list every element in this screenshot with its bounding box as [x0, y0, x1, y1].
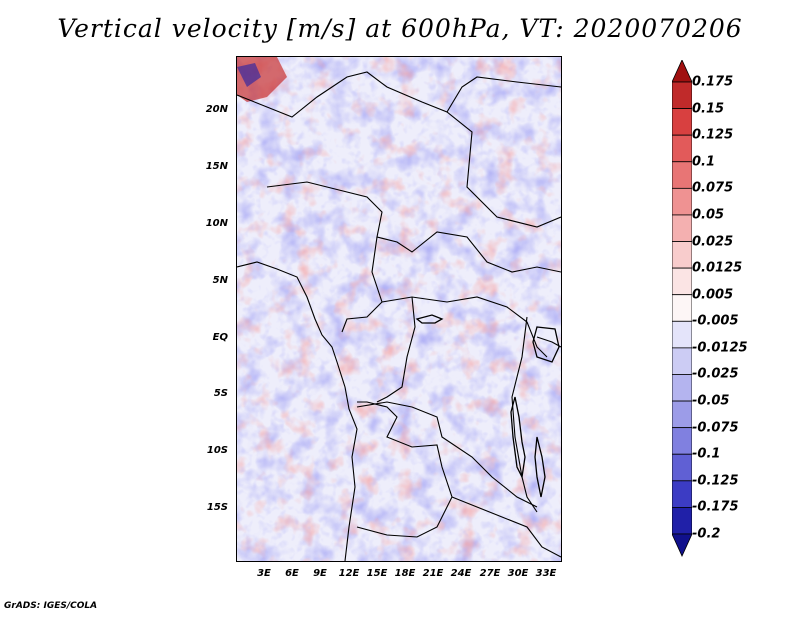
lon-label-18e: 18E — [394, 568, 416, 579]
colorbar-segment — [672, 374, 692, 402]
angola-border — [356, 401, 453, 538]
lat-label-eq: EQ — [212, 332, 228, 343]
lake-tanganyika — [510, 396, 526, 480]
colorbar-segment — [672, 427, 692, 455]
colorbar-tick-label: -0.025 — [692, 366, 739, 382]
colorbar-segment — [672, 294, 692, 322]
lat-label-5s: 5S — [213, 388, 228, 399]
colorbar-tick-label: 0.1 — [692, 154, 716, 170]
libya-sudan-border — [446, 76, 561, 113]
colorbar-top-triangle — [672, 60, 692, 83]
colorbar-tick-label: 0.025 — [692, 234, 734, 250]
colorbar-tick-label: -0.0125 — [692, 340, 748, 356]
colorbar-bottom-triangle — [672, 533, 692, 557]
colorbar-tick-label: -0.005 — [692, 313, 739, 329]
drc-south-border — [356, 401, 538, 508]
country-borders — [237, 71, 561, 561]
strong-descent-area — [237, 63, 261, 87]
colorbar-tick-label: 0.15 — [692, 101, 725, 117]
lon-label-21e: 21E — [422, 568, 444, 579]
colorbar-segment — [672, 187, 692, 216]
colorbar-tick-label: -0.2 — [692, 526, 721, 542]
colorbar — [672, 60, 692, 557]
lon-label-3e: 3E — [257, 568, 271, 579]
colorbar-segment — [672, 241, 692, 269]
zambia-border — [451, 496, 561, 558]
congo-border — [376, 296, 416, 403]
vertical-velocity-map — [236, 56, 562, 562]
lon-label-9e: 9E — [313, 568, 327, 579]
lat-label-20n: 20N — [205, 104, 228, 115]
lakes — [415, 314, 560, 498]
lake-malawi — [534, 436, 546, 498]
colorbar-tick-label: 0.175 — [692, 74, 734, 90]
lon-label-15e: 15E — [366, 568, 388, 579]
lon-label-30e: 30E — [507, 568, 529, 579]
colorbar-segment — [672, 453, 692, 482]
lon-label-33e: 33E — [535, 568, 557, 579]
cameroon-border — [341, 236, 383, 333]
lat-label-5n: 5N — [212, 275, 228, 286]
lat-label-10s: 10S — [206, 445, 228, 456]
map-field-svg — [237, 57, 561, 561]
colorbar-segment — [672, 320, 692, 349]
colorbar-tick-label: -0.075 — [692, 420, 739, 436]
lon-label-6e: 6E — [285, 568, 299, 579]
colorbar-tick-label: -0.125 — [692, 473, 739, 489]
lat-label-15n: 15N — [205, 161, 228, 172]
lat-label-15s: 15S — [206, 502, 228, 513]
sahel-border — [237, 71, 561, 228]
lake-small — [415, 314, 444, 324]
rift-border — [511, 316, 538, 513]
colorbar-tick-label: 0.05 — [692, 207, 725, 223]
colorbar-tick-label: -0.1 — [692, 446, 721, 462]
colorbar-segment — [672, 108, 692, 136]
atlantic-coastline — [237, 261, 358, 561]
grads-credit: GrADS: IGES/COLA — [4, 601, 98, 611]
colorbar-segment — [672, 214, 692, 242]
colorbar-segment — [672, 161, 692, 189]
colorbar-segment — [672, 267, 692, 296]
car-border — [381, 296, 548, 358]
colorbar-tick-label: 0.005 — [692, 287, 734, 303]
colorbar-segment — [672, 480, 692, 508]
colorbar-tick-label: 0.125 — [692, 127, 734, 143]
colorbar-segment — [672, 400, 692, 429]
colorbar-segment — [672, 81, 692, 109]
colorbar-segment — [672, 134, 692, 163]
colorbar-segment — [672, 507, 692, 535]
colorbar-tick-label: 0.075 — [692, 180, 734, 196]
lake-victoria — [532, 326, 560, 363]
colorbar-tick-label: -0.05 — [692, 393, 730, 409]
colorbar-tick-label: 0.0125 — [692, 260, 743, 276]
fine-scale-field — [237, 57, 561, 561]
lon-label-12e: 12E — [338, 568, 360, 579]
lat-label-10n: 10N — [205, 218, 228, 229]
lon-label-27e: 27E — [479, 568, 501, 579]
colorbar-tick-label: -0.175 — [692, 499, 739, 515]
colorbar-segment — [672, 347, 692, 375]
map-title: Vertical velocity [m/s] at 600hPa, VT: 2… — [57, 14, 743, 43]
lon-label-24e: 24E — [450, 568, 472, 579]
central-border — [266, 181, 561, 273]
